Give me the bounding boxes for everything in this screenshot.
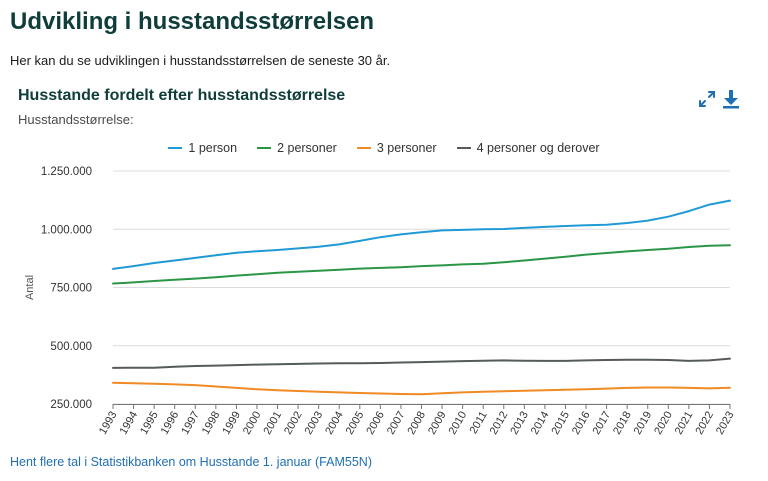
y-axis-label: Antal xyxy=(24,275,36,300)
x-tick-label: 2023 xyxy=(714,410,737,437)
legend-item[interactable]: 3 personer xyxy=(356,141,437,155)
x-tick-label: 1999 xyxy=(220,410,243,437)
x-tick-label: 2003 xyxy=(303,410,326,437)
x-tick-label: 2007 xyxy=(385,410,408,437)
y-tick-label: 500.000 xyxy=(50,341,92,353)
x-tick-label: 2013 xyxy=(508,410,531,437)
x-tick-label: 2005 xyxy=(344,410,367,437)
x-tick-label: 2000 xyxy=(241,410,264,437)
x-tick-label: 2018 xyxy=(611,410,634,437)
x-tick-label: 1998 xyxy=(200,410,223,437)
x-tick-label: 2009 xyxy=(426,410,449,437)
x-tick-label: 2020 xyxy=(652,410,675,437)
x-tick-label: 2017 xyxy=(591,410,614,437)
series-line-1-person xyxy=(112,199,731,270)
legend-label: 1 person xyxy=(188,141,238,155)
download-icon xyxy=(723,90,739,109)
x-tick-label: 2011 xyxy=(468,410,490,436)
expand-icon xyxy=(699,91,715,107)
legend-swatch xyxy=(168,147,183,149)
legend-caption: Husstandsstørrelse: xyxy=(18,112,134,127)
x-tick-label: 1997 xyxy=(179,410,202,437)
legend-label: 2 personer xyxy=(277,141,337,155)
legend-swatch xyxy=(456,147,471,149)
x-tick-label: 1996 xyxy=(159,410,182,437)
legend-item[interactable]: 4 personer og derover xyxy=(456,141,600,155)
x-tick-label: 1995 xyxy=(138,410,161,437)
x-tick-label: 2019 xyxy=(632,410,655,437)
x-tick-label: 2022 xyxy=(693,410,716,437)
y-tick-label: 1.000.000 xyxy=(41,224,92,236)
series-line-4-personer-og-derover xyxy=(112,357,731,369)
x-tick-label: 2001 xyxy=(261,410,284,437)
intro-text: Her kan du se udviklingen i husstandsstø… xyxy=(10,53,391,68)
x-tick-label: 2002 xyxy=(282,410,305,437)
statistikbanken-link[interactable]: Hent flere tal i Statistikbanken om Huss… xyxy=(10,455,372,469)
y-tick-label: 250.000 xyxy=(50,399,92,411)
expand-button[interactable] xyxy=(696,88,718,110)
legend-label: 4 personer og derover xyxy=(476,141,600,155)
x-tick-label: 2008 xyxy=(405,410,428,437)
page-title: Udvikling i husstandsstørrelsen xyxy=(10,8,375,35)
y-tick-label: 1.250.000 xyxy=(41,166,92,178)
legend-label: 3 personer xyxy=(376,141,437,155)
legend-swatch xyxy=(356,147,371,149)
download-button[interactable] xyxy=(720,88,742,110)
chart-title: Husstande fordelt efter husstandsstørrel… xyxy=(18,87,346,104)
x-tick-label: 2012 xyxy=(488,410,511,437)
x-tick-label: 2015 xyxy=(549,410,572,437)
x-tick-label: 2010 xyxy=(447,410,470,437)
legend-item[interactable]: 1 person xyxy=(168,141,237,155)
x-tick-label: 2006 xyxy=(364,410,387,437)
legend-item[interactable]: 2 personer xyxy=(257,141,337,155)
x-tick-label: 1993 xyxy=(97,410,120,437)
series-line-3-personer xyxy=(112,381,731,396)
legend-swatch xyxy=(257,147,272,149)
chart-legend: 1 person 2 personer 3 personer 4 personer o… xyxy=(0,141,768,155)
y-tick-label: 750.000 xyxy=(50,283,92,295)
x-tick-label: 2016 xyxy=(570,410,593,437)
x-tick-label: 1994 xyxy=(118,410,141,437)
line-chart: 250.000 500.000 750.000 1.000.000 1.250.000 A… xyxy=(24,166,737,437)
x-tick-label: 2021 xyxy=(673,410,696,437)
series-line-2-personer xyxy=(112,244,731,285)
x-tick-label: 2004 xyxy=(323,410,346,437)
x-tick-label: 2014 xyxy=(529,410,552,437)
